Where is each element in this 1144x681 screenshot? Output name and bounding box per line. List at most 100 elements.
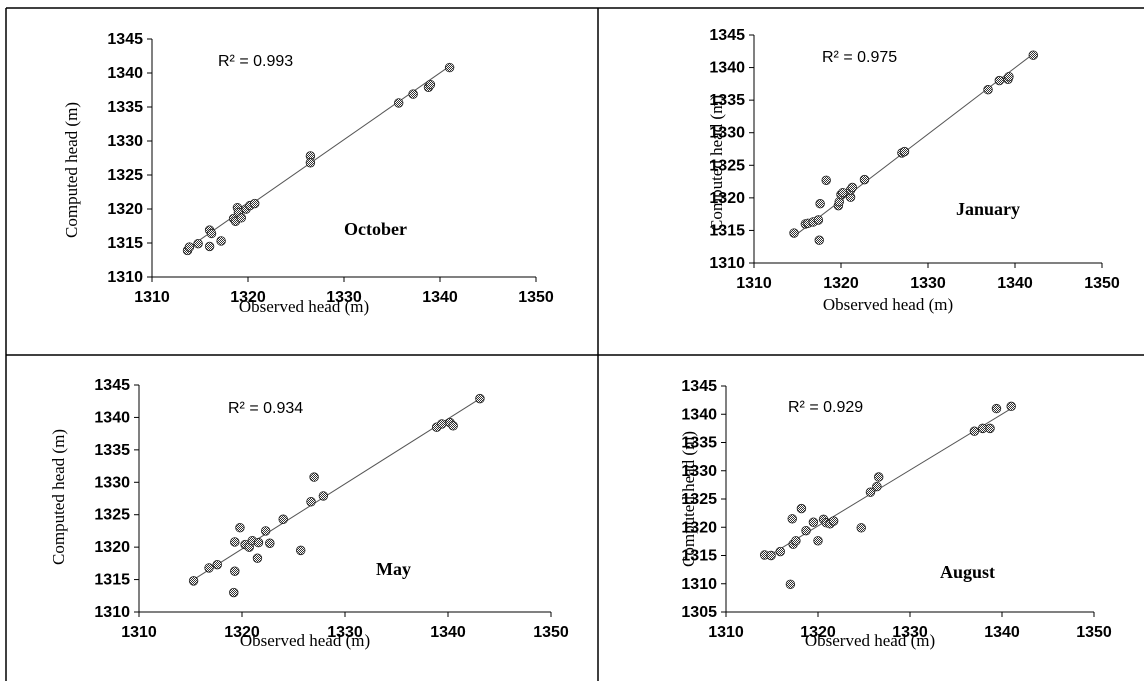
r-squared-label: R² = 0.929 [788,399,863,416]
data-point [444,62,455,73]
data-point [874,472,884,482]
y-tick-label: 1345 [681,378,717,395]
data-point [425,79,436,90]
y-tick-label: 1345 [107,31,143,48]
y-axis-title: Computed head (m) [49,429,68,565]
y-tick-label: 1315 [709,222,745,239]
data-point [808,517,819,527]
x-axis-title: Observed head (m) [823,295,953,314]
y-tick-label: 1325 [94,507,130,524]
x-tick-label: 1310 [708,624,744,641]
x-tick-label: 1320 [823,275,859,292]
data-point [847,182,858,193]
y-tick-label: 1340 [94,409,130,426]
x-axis-title: Observed head (m) [239,297,369,316]
x-tick-label: 1310 [736,275,772,292]
x-tick-label: 1340 [997,275,1033,292]
month-annotation: October [344,219,407,239]
y-axis-title: Computed head (m) [707,95,726,231]
x-tick-label: 1320 [224,624,260,641]
y-tick-label: 1325 [681,491,717,508]
data-point [318,491,329,501]
data-point [216,236,226,246]
y-tick-label: 1325 [709,157,745,174]
data-point [796,503,807,514]
data-point [872,481,882,492]
trendline [792,54,1033,238]
y-tick-label: 1330 [709,125,745,142]
x-tick-label: 1330 [892,624,928,641]
data-point [250,198,260,209]
y-tick-label: 1335 [681,435,717,452]
data-point [206,228,217,239]
data-point [787,514,797,524]
data-point [789,228,799,238]
data-point [985,423,995,434]
y-tick-label: 1315 [94,572,130,589]
x-tick-label: 1350 [518,289,554,306]
data-point [260,526,271,536]
x-tick-label: 1330 [327,624,363,641]
data-point [991,403,1002,414]
data-point [204,563,214,573]
data-point [296,545,306,556]
month-annotation: May [376,559,411,579]
data-point [475,393,485,404]
y-tick-label: 1310 [107,269,143,286]
x-tick-label: 1310 [121,624,157,641]
y-axis-title: Computed head (m) [62,102,81,238]
data-point [859,174,870,185]
data-point [212,559,222,570]
data-point [448,421,458,431]
y-tick-label: 1320 [107,201,143,218]
y-tick-label: 1320 [681,519,717,536]
data-point [828,516,839,526]
data-point [994,75,1005,86]
data-point [1028,50,1038,60]
y-axis-title: Computed head (m) [679,431,698,567]
data-point [983,85,993,95]
data-point [253,537,264,548]
data-point [791,536,801,546]
data-point [309,472,319,482]
x-tick-label: 1320 [800,624,836,641]
data-point [230,566,240,576]
y-tick-label: 1330 [107,133,143,150]
x-tick-label: 1340 [422,289,458,306]
scatter-chart-january: 1310 1315 1320 1325 1330 1335 1340 1345 1310 1320… [707,27,1120,314]
scatter-chart-may: 1310 1315 1320 1325 1330 1335 1340 1345 1310 1320… [49,377,569,650]
x-tick-label: 1330 [910,275,946,292]
y-tick-label: 1320 [94,539,130,556]
data-point [305,158,316,168]
x-tick-label: 1350 [533,624,569,641]
data-point [821,175,831,185]
data-point [306,497,316,507]
data-point [235,522,245,533]
y-tick-label: 1330 [681,463,717,480]
y-tick-label: 1310 [709,255,745,272]
data-point [814,235,824,245]
y-tick-label: 1315 [107,235,143,252]
month-annotation: January [956,199,1020,219]
trendline [193,398,480,580]
x-tick-label: 1320 [230,289,266,306]
data-point [437,419,447,429]
data-point [229,587,239,598]
x-tick-label: 1350 [1076,624,1112,641]
data-point [1004,71,1014,82]
y-tick-label: 1335 [709,92,745,109]
data-point [813,536,823,546]
data-point [1006,401,1016,412]
r-squared-label: R² = 0.975 [822,49,897,66]
x-axis-title: Observed head (m) [240,631,370,650]
scatter-chart-august: 1305 1310 1315 1320 1325 1330 1335 1340 1345 1310… [679,378,1112,650]
data-point [394,98,404,108]
data-point [969,426,980,436]
data-point [775,546,785,557]
month-annotation: August [940,562,995,582]
data-point [278,514,288,524]
data-point [230,537,240,547]
data-point [236,213,246,223]
y-tick-label: 1330 [94,474,130,491]
